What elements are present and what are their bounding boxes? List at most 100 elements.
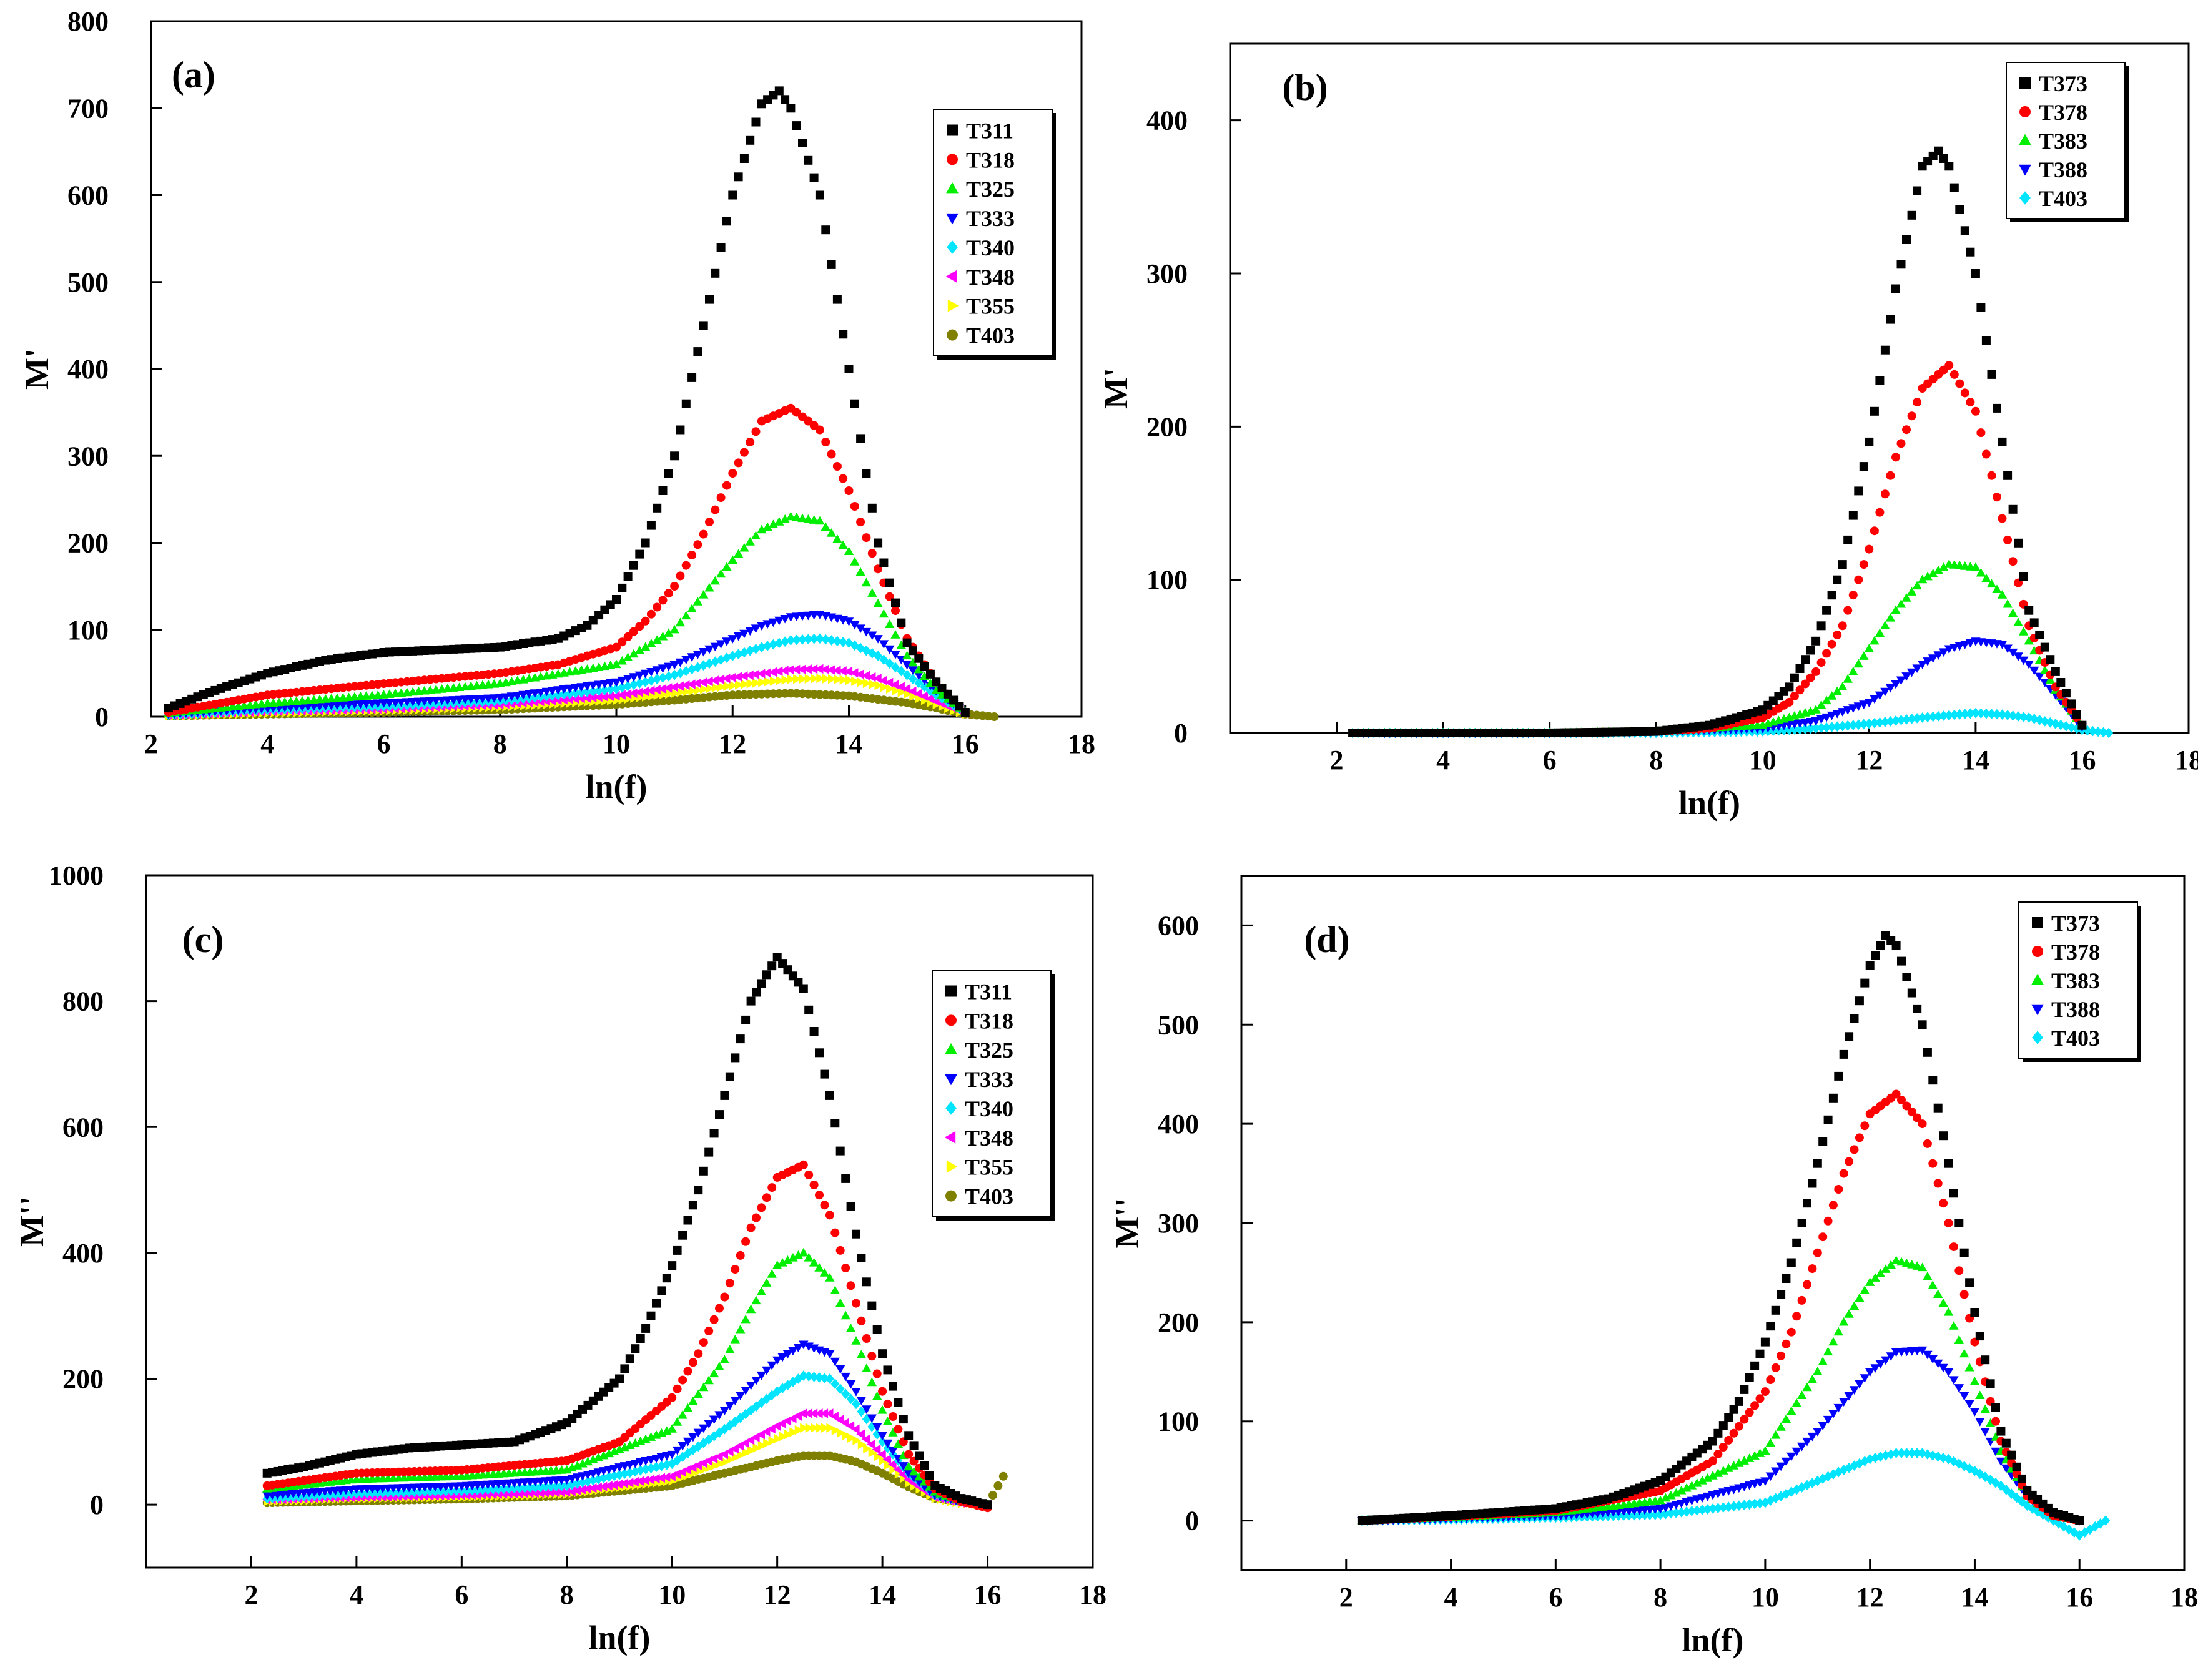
data-point: [623, 675, 633, 684]
data-point: [303, 702, 313, 712]
data-point: [1960, 226, 1969, 235]
data-point: [1821, 713, 1831, 722]
data-point: [1880, 345, 1890, 355]
data-point: [689, 1468, 698, 1478]
data-point: [646, 638, 656, 647]
data-point: [693, 347, 702, 356]
data-point: [745, 627, 755, 636]
data-point: [705, 1463, 714, 1473]
data-point: [1865, 718, 1874, 729]
data-point: [841, 1388, 850, 1400]
data-point: [468, 1485, 477, 1496]
data-point: [1870, 636, 1880, 645]
data-point: [2017, 1474, 2026, 1483]
data-point: [1650, 1509, 1660, 1520]
data-point: [653, 674, 662, 685]
y-tick-label: 400: [67, 354, 109, 385]
data-point: [670, 669, 679, 680]
data-point: [1949, 1242, 1958, 1252]
data-point: [736, 1392, 746, 1400]
data-point: [908, 666, 918, 675]
data-point: [661, 1472, 671, 1482]
data-point: [1729, 1405, 1738, 1414]
data-point: [1902, 425, 1911, 435]
data-point: [705, 518, 714, 527]
data-point: [606, 679, 616, 688]
data-point: [553, 689, 563, 700]
data-point: [478, 1485, 487, 1495]
data-point: [809, 664, 818, 674]
data-point: [850, 557, 860, 566]
series-layer: [163, 86, 999, 721]
x-axis-title: ln(f): [586, 768, 648, 805]
data-point: [872, 1391, 882, 1400]
data-point: [2067, 699, 2076, 709]
data-point: [1795, 685, 1805, 695]
data-point: [1949, 370, 1959, 379]
data-point: [1959, 1348, 1969, 1358]
data-point: [1875, 1269, 1886, 1277]
data-point: [882, 1417, 893, 1425]
data-point: [1844, 1392, 1854, 1401]
data-point: [1933, 651, 1943, 660]
data-point: [1943, 1307, 1954, 1316]
data-point: [1897, 1096, 1906, 1104]
data-point: [883, 1365, 892, 1375]
data-point: [830, 1412, 839, 1422]
data-point: [1886, 315, 1895, 324]
data-point: [557, 1480, 566, 1491]
legend: T373 T378 T383 T388 T403: [2006, 62, 2129, 222]
data-point: [1928, 711, 1938, 722]
data-point: [711, 1461, 719, 1471]
data-point: [699, 648, 709, 657]
data-point: [612, 642, 621, 652]
data-point: [1750, 1401, 1760, 1410]
data-point: [746, 1223, 756, 1232]
data-point: [904, 1470, 914, 1478]
data-point: [688, 1396, 698, 1405]
legend-label: T355: [965, 1155, 1013, 1180]
data-point: [676, 571, 685, 581]
data-point: [1790, 724, 1799, 735]
data-point: [1660, 1493, 1671, 1502]
data-point: [1645, 1510, 1655, 1520]
data-point: [1960, 388, 1969, 398]
data-point: [1786, 1406, 1796, 1415]
data-point: [721, 674, 731, 684]
data-point: [1997, 590, 2008, 599]
data-point: [1765, 1438, 1775, 1447]
data-point: [1786, 1327, 1796, 1337]
data-point: [1870, 1364, 1880, 1373]
data-point: [692, 678, 701, 689]
data-point: [1833, 1327, 1843, 1336]
data-point: [583, 1484, 592, 1494]
data-point: [699, 1424, 709, 1433]
data-point: [1734, 1397, 1743, 1406]
x-tick-label: 12: [719, 729, 746, 759]
data-point: [879, 640, 889, 649]
series-layer: [1357, 931, 2111, 1541]
data-point: [646, 609, 656, 619]
data-point: [960, 708, 970, 717]
data-point: [873, 635, 883, 644]
data-point: [877, 1432, 887, 1441]
data-point: [1771, 1305, 1780, 1315]
data-point: [1785, 724, 1794, 735]
data-point: [681, 656, 691, 665]
data-point: [676, 425, 685, 435]
data-point: [757, 622, 767, 631]
data-point: [675, 681, 684, 691]
data-point: [839, 474, 848, 483]
data-point: [623, 689, 632, 699]
data-point: [1848, 591, 1858, 600]
data-point: [515, 1483, 524, 1493]
data-point: [896, 682, 905, 692]
data-point: [1827, 639, 1836, 649]
data-point: [1766, 1322, 1775, 1331]
data-point: [1755, 1349, 1765, 1358]
data-point: [710, 576, 720, 585]
data-point: [1875, 1360, 1886, 1369]
data-point: [1760, 1337, 1770, 1347]
data-point: [1782, 1274, 1791, 1283]
data-point: [715, 1110, 724, 1119]
